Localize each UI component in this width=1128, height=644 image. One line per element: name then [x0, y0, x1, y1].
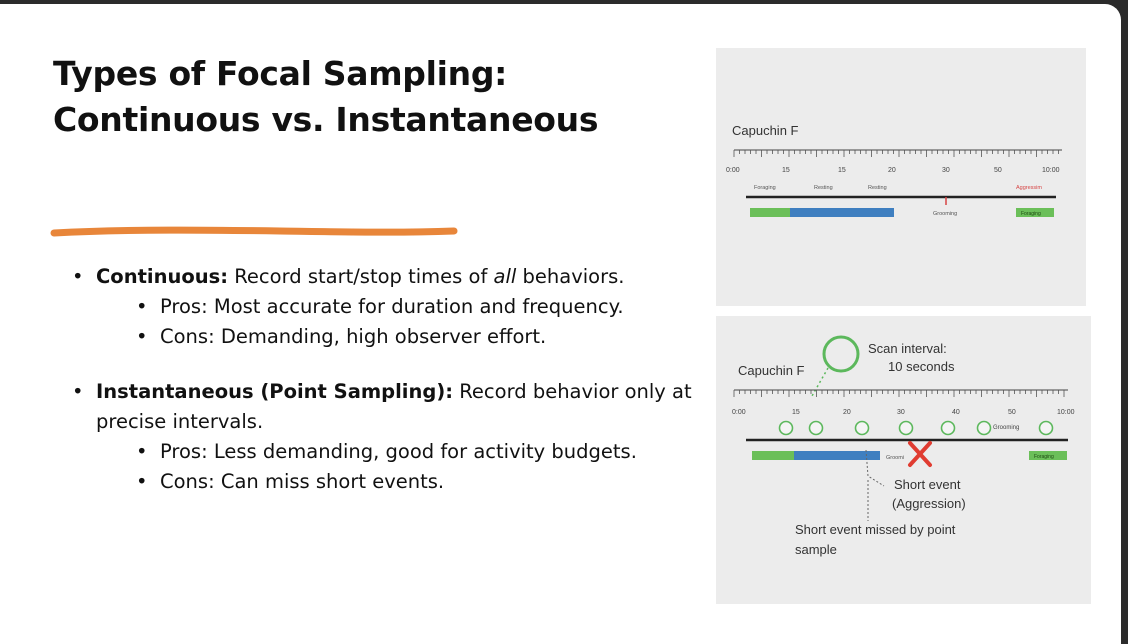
- foraging-bar-label: Foraging: [1034, 454, 1054, 460]
- slide-title: Types of Focal Sampling: Continuous vs. …: [53, 51, 599, 143]
- bullet-continuous-text: Record start/stop times of: [228, 265, 494, 288]
- tick-label: 30: [942, 167, 950, 174]
- foraging-bar-end: [1016, 208, 1054, 217]
- behavior-label: Foraging: [754, 185, 776, 191]
- scan-points: [778, 420, 1054, 436]
- bullet-continuous: Continuous: Record start/stop times of a…: [72, 262, 692, 292]
- scan-interval-value: 10 seconds: [888, 359, 955, 374]
- tick-label: 15: [782, 167, 790, 174]
- tick-label: 10:00: [1057, 409, 1075, 416]
- continuous-timeline-svg: Capuchin F 0:00 15 15 20 30 50 10:00 For…: [726, 123, 1062, 217]
- foraging-bar: [752, 451, 794, 460]
- grooming-label: Grooming: [933, 211, 957, 217]
- tick-label: 40: [952, 409, 960, 416]
- tick-label: 0:00: [732, 409, 746, 416]
- tick-label: 0:00: [726, 167, 740, 174]
- timeline-ruler: [733, 389, 1068, 397]
- scan-point-marker: [854, 420, 870, 436]
- scan-point-marker: [1038, 420, 1054, 436]
- point-grooming-label: Grooming: [993, 425, 1019, 431]
- bullet-continuous-pros: Pros: Most accurate for duration and fre…: [136, 292, 692, 322]
- bullet-continuous-term: Continuous:: [96, 265, 229, 288]
- bullet-instantaneous: Instantaneous (Point Sampling): Record b…: [72, 377, 692, 437]
- resting-bar: [790, 208, 894, 217]
- short-event-leader-line: [865, 449, 885, 487]
- subject-label: Capuchin F: [738, 363, 805, 378]
- missed-event-caption: Short event missed by point: [795, 522, 956, 537]
- scan-point-marker: [808, 420, 824, 436]
- foraging-bar: [750, 208, 790, 217]
- timeline-ruler: [733, 149, 1062, 157]
- tick-label: 50: [994, 167, 1002, 174]
- tick-label: 10:00: [1042, 167, 1060, 174]
- foraging-bar-end: [1029, 451, 1067, 460]
- title-underline: [50, 226, 458, 237]
- bullet-continuous-cons: Cons: Demanding, high observer effort.: [136, 322, 692, 352]
- scan-point-marker: [976, 420, 992, 436]
- bullet-instantaneous-cons: Cons: Can miss short events.: [136, 467, 692, 497]
- bullet-instantaneous-pros: Pros: Less demanding, good for activity …: [136, 437, 692, 467]
- scan-interval-circle: [822, 335, 860, 373]
- bullet-list: Continuous: Record start/stop times of a…: [72, 262, 692, 497]
- point-sampling-figure: Scan interval: 10 seconds Capuchin F 0:0…: [716, 316, 1091, 604]
- scan-interval-pointer: [811, 367, 829, 397]
- scan-interval-label: Scan interval:: [868, 341, 947, 356]
- tick-label: 20: [888, 167, 896, 174]
- subject-label: Capuchin F: [732, 123, 799, 138]
- scan-point-marker: [778, 420, 794, 436]
- missed-event-cross-icon: [908, 441, 932, 467]
- slide: Types of Focal Sampling: Continuous vs. …: [0, 4, 1121, 644]
- title-line-2: Continuous vs. Instantaneous: [53, 100, 599, 139]
- short-event-label: Short event: [894, 477, 961, 492]
- tick-label: 50: [1008, 409, 1016, 416]
- behavior-label: Resting: [868, 185, 887, 191]
- bullet-continuous-emphasis: all: [493, 265, 517, 288]
- missed-event-caption-line-2: sample: [795, 542, 837, 557]
- scan-point-marker: [898, 420, 914, 436]
- bullet-instantaneous-term: Instantaneous (Point Sampling):: [96, 380, 454, 403]
- tick-label: 15: [838, 167, 846, 174]
- title-line-1: Types of Focal Sampling:: [53, 54, 508, 93]
- bullet-continuous-text-end: behaviors.: [516, 265, 625, 288]
- behavior-label-aggression: Aggressim: [1016, 185, 1042, 191]
- tick-label: 30: [897, 409, 905, 416]
- continuous-timeline-figure: Capuchin F 0:00 15 15 20 30 50 10:00 For…: [716, 48, 1086, 306]
- scan-point-marker: [940, 420, 956, 436]
- tick-label: 15: [792, 409, 800, 416]
- foraging-bar-label: Foraging: [1021, 211, 1041, 217]
- behavior-label: Resting: [814, 185, 833, 191]
- tick-label: 20: [843, 409, 851, 416]
- resting-bar: [794, 451, 880, 460]
- short-event-sublabel: (Aggression): [892, 496, 966, 511]
- grooming-bar-label: Groomi: [886, 455, 904, 461]
- bullet-instantaneous-text: Record behavior only at precise interval…: [96, 380, 692, 433]
- point-sampling-svg: Scan interval: 10 seconds Capuchin F 0:0…: [732, 335, 1075, 557]
